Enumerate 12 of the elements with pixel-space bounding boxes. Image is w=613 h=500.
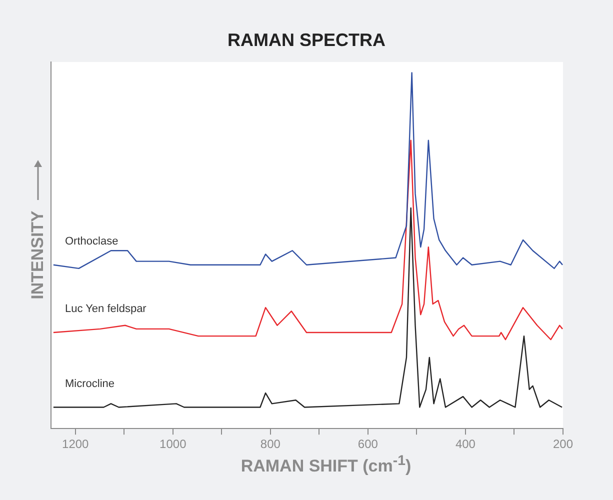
x-tick-label: 800 (260, 437, 281, 452)
x-tick-label: 1000 (160, 437, 187, 452)
series-label: Microcline (65, 378, 115, 390)
x-tick-label: 200 (552, 437, 574, 452)
series-label: Orthoclase (65, 235, 118, 248)
chart-title: RAMAN SPECTRA (226, 30, 386, 51)
x-tick-label: 1200 (62, 437, 90, 452)
x-tick-label: 600 (358, 437, 378, 452)
x-axis-title: RAMAN SHIFT (cm$^{-1}$) (240, 453, 412, 477)
x-tick-label: 400 (455, 437, 476, 452)
series-label: Luc Yen feldspar (65, 303, 147, 316)
y-axis-title: INTENSITY (28, 210, 48, 300)
